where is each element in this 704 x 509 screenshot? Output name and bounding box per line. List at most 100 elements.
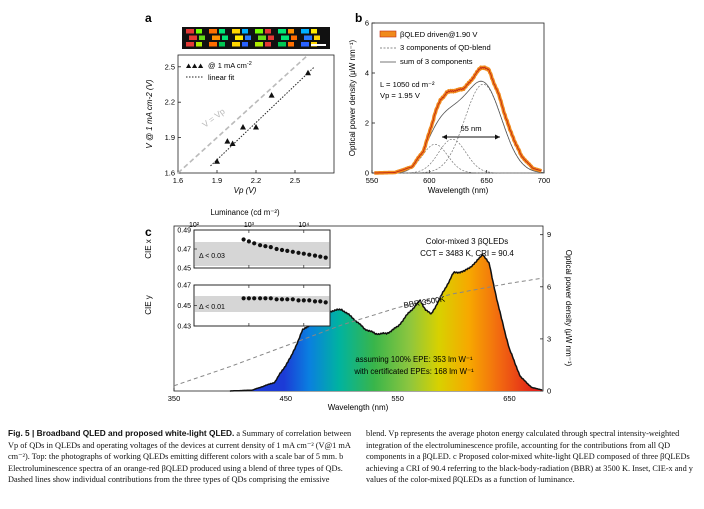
bbr-curve [173, 277, 544, 387]
inset-data-point [258, 243, 263, 248]
luminance-axis-label: Luminance (cd m⁻²) [210, 208, 280, 217]
qled-photo-cell [212, 35, 220, 40]
qled-photo-cell [219, 42, 225, 47]
caption-column-2: blend. Vp represents the average photon … [366, 428, 698, 486]
inset-data-point [285, 297, 290, 302]
x-tick-label: 650 [503, 394, 516, 403]
qled-photo-cell [199, 35, 205, 40]
qled-photo-cell [288, 29, 294, 34]
qled-photo-cell [235, 35, 243, 40]
panel-a-axes [177, 54, 335, 174]
panel-b-xlabel: Wavelength (nm) [428, 186, 489, 195]
inset-data-point [285, 248, 290, 253]
inset-data-point [279, 247, 285, 253]
qled-photo-cell [196, 42, 202, 47]
caption-text-1: a Summary of correlation between Vp of Q… [8, 429, 352, 485]
inset-x-points [241, 237, 328, 260]
diagonal-label: V = Vp [200, 106, 227, 130]
inset-data-point [246, 296, 251, 301]
inset-data-point [307, 252, 312, 257]
inset-data-point [323, 300, 328, 305]
y-tick-label: 6 [547, 282, 551, 291]
qled-photo-cell [255, 42, 263, 47]
inset-data-point [312, 253, 318, 258]
caption-column-1: Fig. 5 | Broadband QLED and proposed whi… [8, 428, 352, 486]
data-point-triangle [240, 123, 246, 130]
inset-data-point [301, 298, 306, 303]
driven-spectrum-edge [374, 66, 542, 174]
inset-data-point [290, 249, 295, 254]
inset-y-band [194, 296, 330, 312]
qled-photo-cell [189, 35, 197, 40]
legend-triangle-icon [186, 63, 204, 68]
x-tick-label: 2.2 [251, 176, 261, 185]
qled-photo-cell [209, 29, 217, 34]
inset-y-tick-label: 0.45 [177, 266, 191, 273]
inset-data-point [258, 296, 263, 301]
qled-photo-cell [278, 29, 286, 34]
y-tick-label: 4 [365, 69, 369, 78]
panel-c-title2: CCT = 3483 K, CRI = 90.4 [420, 249, 514, 258]
data-point-triangle [229, 140, 236, 146]
data-point-triangle [224, 138, 231, 144]
data-point-triangle [268, 92, 275, 98]
inset-y-ticks: 0.43 0.45 0.47 [177, 283, 305, 331]
qled-photo-cell [186, 29, 194, 34]
inset-data-point [252, 241, 257, 246]
panel-a-ylabel: V @ 1 mA cm-2 (V) [145, 79, 154, 149]
panel-c-ylabel: Optical power density (μW nm⁻¹) [564, 250, 573, 367]
inset-data-point [268, 296, 273, 301]
qled-photo-cell [301, 42, 309, 47]
y-tick-label: 2.5 [165, 62, 175, 71]
x-tick-label: 450 [280, 394, 293, 403]
data-point-triangle [253, 123, 259, 130]
inset-x-ticks: 10² 10³ 10⁴ 0.45 0.47 0.49 [177, 222, 309, 273]
inset-data-point [274, 246, 279, 252]
qled-photo-cell [232, 29, 240, 34]
inset-data-point [279, 297, 285, 302]
luminance-tick-label: 10⁴ [298, 222, 309, 229]
panel-c-xlabel: Wavelength (nm) [328, 403, 389, 412]
luminance-tick-label: 10² [189, 222, 200, 229]
inset-data-point [246, 239, 251, 244]
panel-a-legend: @ 1 mA cm-2 linear fit [186, 61, 252, 82]
inset-y-tick-label: 0.45 [177, 303, 191, 310]
qled-photo-cell [265, 42, 271, 47]
inset-y-tick-label: 0.47 [177, 283, 191, 290]
qled-photo-cell [301, 29, 309, 34]
y-tick-label: 0 [547, 387, 551, 396]
qled-photo-cell [268, 35, 274, 40]
inset-y-points [241, 296, 328, 305]
spectrum-outline [229, 253, 543, 392]
panel-b-legend: βQLED driven@1.90 V 3 components of QD-b… [379, 30, 491, 100]
inset-data-point [241, 296, 246, 301]
qled-photo-cell [255, 29, 263, 34]
panel-b-label: b [355, 11, 362, 25]
qled-photo-cell [222, 35, 228, 40]
inset-data-point [318, 299, 323, 304]
y-tick-label: 2 [365, 119, 369, 128]
data-point-triangle [214, 158, 220, 164]
legend-markers-sup: -2 [247, 61, 252, 67]
inset-x-ylabel: CIE x [144, 239, 153, 259]
panel-b-ylabel: Optical power density (μW nm⁻¹) [348, 39, 357, 156]
qled-photo-cell [265, 29, 271, 34]
inset-data-point [290, 297, 295, 302]
spectrum-area [229, 254, 543, 391]
y-tick-label: 0 [365, 169, 369, 178]
panel-a-data-points [214, 69, 311, 164]
component-curves [383, 83, 545, 174]
component-curve [383, 83, 545, 174]
panel-c-title1: Color-mixed 3 βQLEDs [426, 237, 508, 246]
epe-note-1: assuming 100% EPE: 353 lm W⁻¹ [355, 355, 473, 364]
panel-b-axes [371, 22, 545, 174]
qled-photo-cell [304, 35, 312, 40]
diagonal-reference-line [177, 54, 309, 174]
inset-data-point [268, 245, 273, 250]
qled-photo-cell [232, 42, 240, 47]
legend-markers-text: @ 1 mA cm-2 [208, 61, 252, 70]
legend-sum-label: sum of 3 components [400, 57, 473, 66]
y-tick-label: 3 [547, 334, 551, 343]
x-tick-label: 550 [366, 176, 379, 185]
